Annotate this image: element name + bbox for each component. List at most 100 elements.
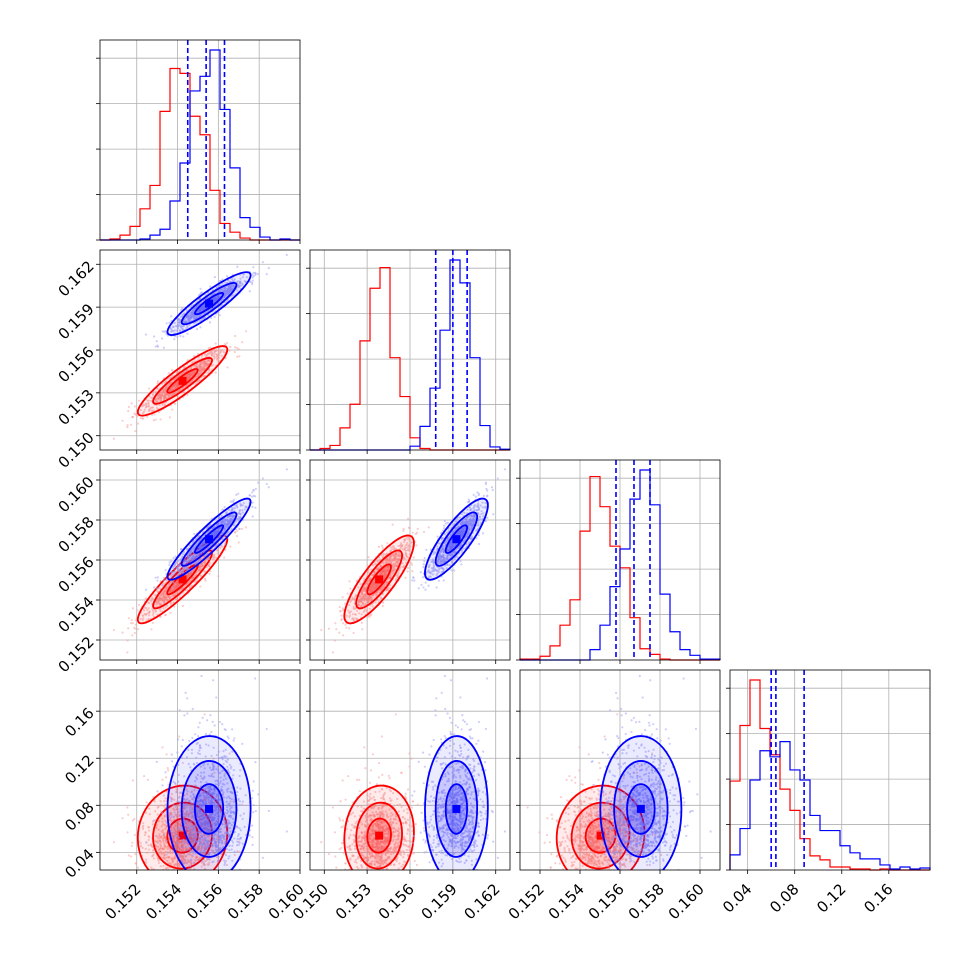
sample-point	[229, 518, 232, 521]
sample-point	[199, 287, 202, 290]
sample-point	[163, 576, 166, 580]
sample-point	[145, 402, 148, 405]
sample-point	[236, 517, 239, 521]
sample-point	[234, 531, 237, 534]
sample-point	[349, 610, 353, 613]
sample-point	[158, 602, 161, 605]
sample-point	[181, 552, 184, 556]
sample-point	[198, 379, 201, 383]
sample-point	[241, 511, 244, 514]
sample-point	[196, 536, 199, 539]
sample-point	[195, 328, 199, 331]
sample-point	[202, 364, 205, 367]
sample-point	[207, 371, 210, 374]
sample-point	[207, 557, 211, 560]
sample-point	[216, 295, 220, 298]
sample-point	[232, 294, 235, 297]
sample-point	[214, 352, 217, 355]
sample-point	[179, 315, 182, 319]
sample-point	[218, 284, 221, 287]
sample-point	[184, 317, 187, 320]
sample-point	[235, 505, 239, 508]
sample-point	[346, 592, 349, 595]
sample-point	[194, 369, 197, 372]
sample-point	[136, 628, 140, 631]
sample-point	[170, 315, 173, 318]
sample-point	[162, 346, 165, 349]
sample-point	[152, 419, 155, 422]
sample-point	[474, 495, 477, 498]
histogram-blue	[100, 49, 300, 241]
sample-point	[175, 376, 178, 379]
sample-point	[150, 628, 153, 631]
panel-1-0	[96, 249, 301, 454]
sample-point	[176, 335, 179, 339]
sample-point	[169, 611, 172, 614]
sample-point	[220, 354, 223, 357]
sample-point	[227, 291, 230, 294]
sample-point	[175, 585, 178, 588]
sample-point	[203, 352, 206, 356]
sample-point	[206, 546, 209, 550]
sample-point	[213, 355, 216, 358]
sample-point	[267, 267, 270, 270]
sample-point	[171, 595, 174, 598]
sample-point	[160, 594, 163, 597]
sample-point	[131, 607, 134, 610]
sample-point	[155, 399, 158, 403]
sample-point	[173, 338, 176, 341]
sample-point	[147, 399, 150, 402]
sample-point	[238, 510, 241, 513]
sample-point	[223, 556, 226, 559]
sample-point	[201, 368, 205, 371]
sample-point	[188, 580, 191, 583]
sample-point	[239, 282, 242, 285]
sample-point	[126, 639, 129, 642]
sample-point	[180, 569, 183, 572]
sample-point	[402, 527, 405, 530]
sample-point	[134, 429, 137, 433]
sample-point	[422, 530, 426, 534]
sample-point	[154, 345, 157, 348]
sample-point	[177, 567, 180, 570]
sample-point	[419, 571, 422, 574]
sample-point	[404, 576, 407, 579]
sample-point	[224, 281, 227, 284]
sample-point	[237, 347, 240, 351]
sample-point	[174, 335, 177, 338]
sample-point	[163, 589, 166, 593]
sample-point	[197, 372, 201, 376]
sample-point	[218, 516, 221, 519]
sample-point	[155, 406, 159, 409]
sample-point	[208, 352, 211, 355]
sample-point	[193, 547, 196, 550]
sample-point	[144, 406, 148, 409]
sample-point	[211, 354, 214, 357]
sample-point	[169, 601, 172, 605]
sample-point	[209, 529, 212, 532]
sample-point	[204, 544, 207, 547]
sample-point	[156, 394, 160, 397]
sample-point	[136, 609, 139, 612]
sample-point	[205, 360, 209, 363]
sample-point	[185, 567, 189, 570]
sample-point	[168, 416, 172, 419]
sample-point	[238, 527, 241, 530]
sample-point	[152, 409, 156, 412]
sample-point	[243, 508, 246, 511]
sample-point	[200, 574, 203, 578]
sample-point	[121, 631, 124, 634]
sample-point	[156, 387, 159, 390]
sample-point	[244, 280, 247, 283]
sample-point	[214, 296, 217, 299]
sample-point	[406, 517, 410, 520]
sample-point	[220, 522, 223, 525]
sample-point	[217, 530, 220, 533]
sample-point	[199, 372, 203, 375]
sample-point	[199, 585, 202, 588]
sample-point	[154, 418, 157, 421]
sample-point	[190, 550, 193, 553]
sample-point	[382, 601, 385, 604]
sample-point	[153, 335, 156, 338]
sample-point	[183, 566, 186, 570]
